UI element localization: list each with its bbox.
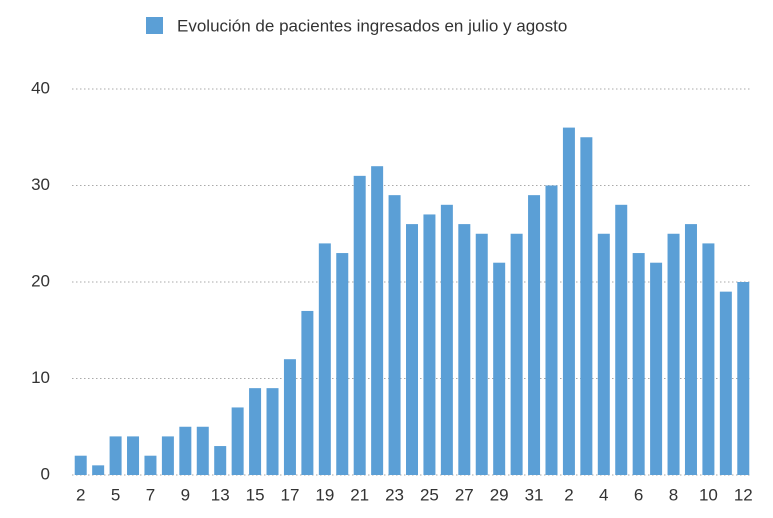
x-tick-label: 7 [146, 485, 155, 504]
legend-label: Evolución de pacientes ingresados en jul… [177, 16, 567, 35]
y-tick-label: 30 [31, 175, 50, 194]
bar [475, 233, 488, 475]
bar [127, 436, 140, 475]
bar [684, 224, 697, 475]
bar [597, 233, 610, 475]
bar [440, 204, 453, 476]
x-tick-label: 6 [634, 485, 643, 504]
x-tick-label: 21 [350, 485, 369, 504]
bar [214, 446, 227, 475]
bar [702, 243, 715, 475]
x-tick-label: 27 [455, 485, 474, 504]
y-tick-label: 40 [31, 78, 50, 97]
y-tick-label: 10 [31, 368, 50, 387]
x-tick-label: 13 [211, 485, 230, 504]
bar [144, 455, 157, 475]
x-tick-label: 5 [111, 485, 120, 504]
bar [353, 175, 366, 475]
bar [109, 436, 122, 475]
bar [301, 310, 314, 475]
x-tick-label: 15 [246, 485, 265, 504]
x-tick-label: 2 [76, 485, 85, 504]
bar [283, 359, 296, 475]
bar [632, 253, 645, 475]
x-tick-label: 23 [385, 485, 404, 504]
x-tick-label: 2 [564, 485, 573, 504]
bar [458, 224, 471, 475]
bar [161, 436, 174, 475]
legend-swatch [146, 17, 163, 34]
bar [667, 233, 680, 475]
bar [266, 388, 279, 475]
x-tick-label: 31 [525, 485, 544, 504]
bar [196, 426, 209, 475]
x-tick-label: 12 [734, 485, 753, 504]
bar [92, 465, 105, 475]
x-tick-label: 25 [420, 485, 439, 504]
bar [249, 388, 262, 475]
bar [737, 282, 750, 475]
x-tick-label: 29 [490, 485, 509, 504]
bar [719, 291, 732, 475]
bar [528, 195, 541, 475]
bar [650, 262, 663, 475]
bar [423, 214, 436, 475]
x-tick-label: 9 [181, 485, 190, 504]
y-tick-label: 0 [41, 464, 50, 483]
x-tick-label: 17 [280, 485, 299, 504]
x-tick-label: 10 [699, 485, 718, 504]
bar [545, 185, 558, 475]
bar [493, 262, 506, 475]
bar [74, 455, 87, 475]
bar [371, 166, 384, 475]
bar [406, 224, 418, 475]
bar [615, 204, 628, 476]
x-tick-label: 19 [315, 485, 334, 504]
bar [179, 426, 192, 475]
bar [580, 137, 593, 475]
bar [318, 243, 331, 475]
bar [388, 195, 401, 475]
bar [510, 233, 523, 475]
bar [562, 127, 575, 475]
y-tick-label: 20 [31, 271, 50, 290]
x-tick-label: 4 [599, 485, 608, 504]
x-tick-label: 8 [669, 485, 678, 504]
bar [231, 407, 244, 475]
bar [336, 253, 349, 475]
